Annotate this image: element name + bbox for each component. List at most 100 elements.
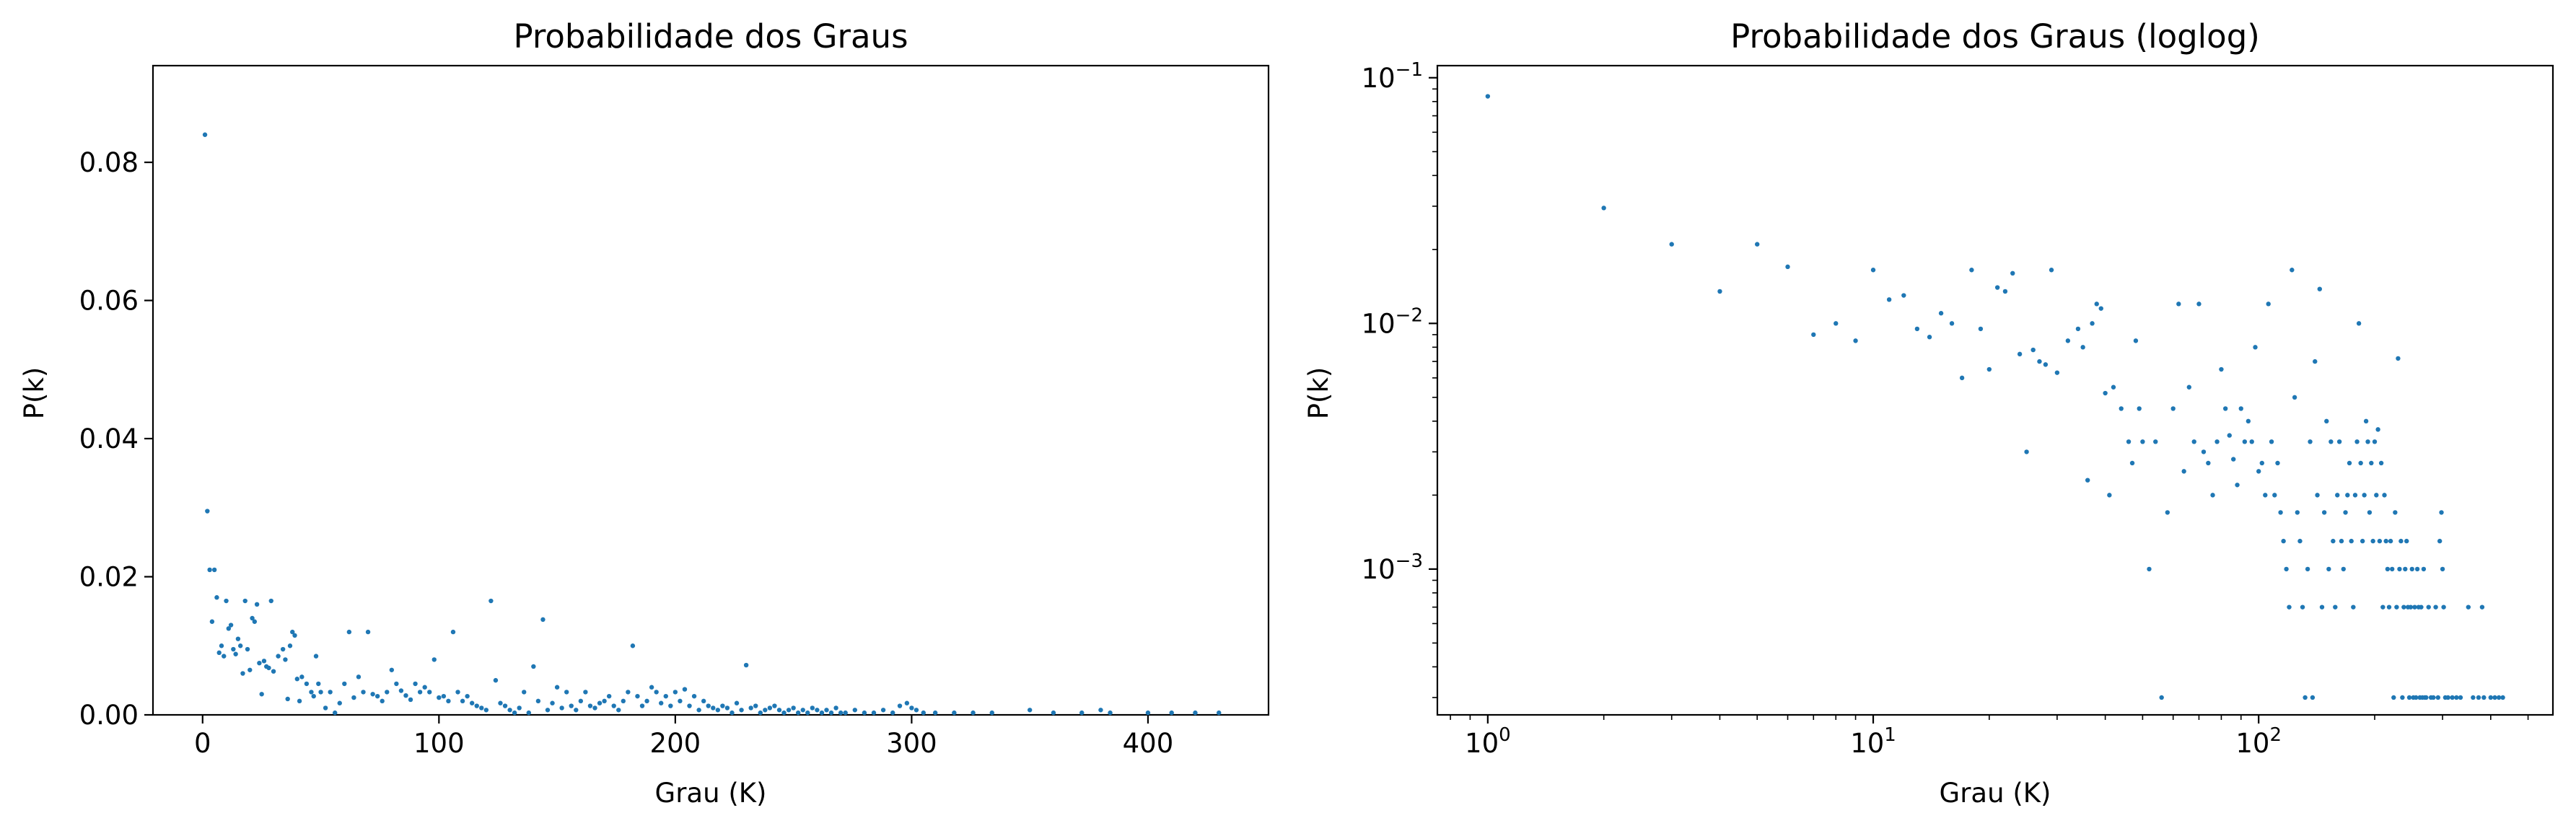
data-point	[2170, 406, 2176, 411]
data-point	[569, 703, 574, 708]
data-point	[2440, 566, 2445, 572]
data-point	[673, 690, 678, 695]
data-point	[890, 710, 895, 716]
data-point	[791, 705, 796, 711]
data-point	[228, 623, 234, 628]
data-point	[2349, 538, 2354, 544]
data-point	[2010, 271, 2015, 276]
data-point	[2370, 538, 2375, 544]
data-point	[2206, 460, 2211, 466]
data-point	[838, 710, 844, 716]
data-point	[2394, 604, 2399, 610]
data-point	[2030, 347, 2036, 353]
data-point	[216, 650, 222, 656]
data-point	[1027, 708, 1033, 713]
data-point	[843, 710, 848, 716]
data-point	[904, 700, 910, 705]
y-tick-label: 0.08	[79, 147, 139, 178]
data-point	[2126, 439, 2132, 444]
data-point	[2466, 604, 2471, 610]
x-axis-label: Grau (K)	[1940, 778, 2051, 809]
data-point	[606, 693, 612, 699]
data-point	[2380, 604, 2386, 610]
data-point	[1145, 710, 1151, 716]
data-point	[691, 693, 697, 699]
data-point	[268, 598, 273, 604]
data-point	[630, 643, 636, 648]
data-point	[2310, 695, 2316, 700]
data-point	[2214, 439, 2220, 444]
data-point	[2445, 695, 2450, 700]
data-point	[2090, 321, 2095, 326]
data-point	[678, 698, 683, 704]
data-point	[800, 708, 805, 713]
data-point	[1717, 289, 1722, 294]
data-point	[531, 664, 536, 669]
data-point	[1949, 321, 1955, 326]
data-point	[408, 697, 413, 703]
loglog-chart-panel: Probabilidade dos Graus (loglog) 100 101 1…	[1303, 17, 2554, 809]
data-point	[512, 710, 517, 716]
data-point	[2133, 338, 2139, 343]
data-point	[2356, 321, 2362, 326]
data-point	[2159, 695, 2164, 700]
data-point	[2426, 604, 2431, 610]
data-point	[909, 705, 914, 711]
data-point	[2176, 302, 2181, 307]
data-point	[2492, 695, 2497, 700]
data-point	[417, 690, 423, 695]
data-point	[715, 708, 721, 713]
data-point	[659, 700, 664, 705]
data-point	[2400, 695, 2405, 700]
data-point	[781, 710, 787, 716]
data-point	[2385, 566, 2391, 572]
data-point	[2329, 439, 2334, 444]
data-point	[385, 690, 390, 695]
data-point	[2406, 695, 2412, 700]
data-point	[578, 698, 584, 704]
data-point	[2287, 604, 2292, 610]
data-point	[2238, 406, 2243, 411]
y-tick-label: 10−2	[1362, 304, 1423, 339]
data-point	[526, 710, 531, 716]
data-point	[2292, 395, 2297, 400]
data-point	[828, 710, 834, 716]
data-point	[611, 703, 616, 708]
data-point	[1485, 94, 1491, 99]
data-point	[753, 703, 758, 708]
data-point	[2165, 510, 2170, 515]
y-tick-label: 0.06	[79, 286, 139, 317]
data-point	[2374, 493, 2379, 498]
data-point	[242, 598, 247, 604]
data-point	[897, 703, 903, 708]
data-point	[2024, 449, 2029, 454]
data-point	[921, 710, 926, 716]
data-point	[313, 654, 319, 659]
data-point	[2017, 351, 2023, 357]
data-point	[2297, 538, 2303, 544]
data-point	[564, 690, 569, 695]
data-point	[2377, 538, 2383, 544]
data-point	[971, 710, 976, 716]
data-point	[2476, 695, 2481, 700]
data-point	[250, 615, 255, 621]
data-point	[261, 659, 267, 664]
data-point	[1098, 708, 1103, 713]
scatter-points	[1485, 94, 2505, 700]
data-point	[2352, 493, 2358, 498]
data-point	[489, 598, 494, 604]
y-tick-label: 10−1	[1362, 59, 1423, 94]
data-point	[2479, 604, 2485, 610]
data-point	[932, 710, 938, 716]
data-point	[469, 700, 475, 705]
data-point	[2235, 483, 2240, 488]
data-point	[2367, 510, 2373, 515]
data-point	[479, 705, 484, 711]
data-point	[2354, 439, 2360, 444]
data-point	[668, 703, 673, 708]
data-point	[1601, 206, 1606, 211]
data-point	[2382, 493, 2387, 498]
data-point	[328, 690, 333, 695]
data-point	[824, 708, 829, 713]
data-point	[2107, 493, 2112, 498]
